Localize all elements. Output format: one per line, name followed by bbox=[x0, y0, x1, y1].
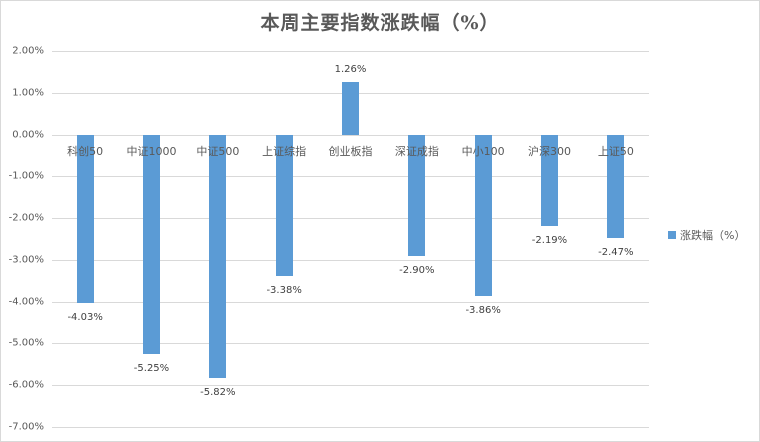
gridline bbox=[52, 260, 649, 261]
data-label: 1.26% bbox=[334, 63, 367, 75]
category-label: 创业板指 bbox=[328, 145, 373, 158]
data-label: -3.38% bbox=[266, 284, 302, 296]
y-tick-label: 0.00% bbox=[12, 129, 44, 141]
data-label: -2.47% bbox=[598, 246, 634, 258]
y-tick-label: -7.00% bbox=[8, 421, 44, 433]
y-tick-label: -2.00% bbox=[8, 212, 44, 224]
y-tick-label: -3.00% bbox=[8, 254, 44, 266]
gridline bbox=[52, 343, 649, 344]
gridline bbox=[52, 135, 649, 136]
bar[interactable] bbox=[541, 134, 558, 227]
gridline bbox=[52, 218, 649, 219]
data-label: -2.90% bbox=[399, 264, 435, 276]
y-tick-label: -4.00% bbox=[8, 296, 44, 308]
category-label: 沪深300 bbox=[528, 145, 571, 158]
data-label: -5.25% bbox=[133, 362, 170, 374]
y-tick-label: 2.00% bbox=[12, 45, 44, 57]
data-label: -3.86% bbox=[465, 304, 501, 316]
gridline bbox=[52, 51, 649, 52]
legend-swatch bbox=[668, 231, 676, 239]
data-label: -4.03% bbox=[67, 311, 103, 323]
category-label: 中小100 bbox=[461, 145, 505, 158]
category-label: 科创50 bbox=[67, 145, 104, 158]
gridline bbox=[52, 385, 649, 386]
bar[interactable] bbox=[607, 134, 625, 238]
legend: 涨跌幅（%） bbox=[668, 227, 745, 243]
category-label: 深证成指 bbox=[394, 145, 439, 158]
category-label: 中证1000 bbox=[126, 145, 177, 158]
y-tick-label: -1.00% bbox=[8, 170, 44, 182]
chart-title: 本周主要指数涨跌幅（%） bbox=[260, 12, 500, 34]
bar[interactable] bbox=[275, 134, 293, 276]
bar[interactable] bbox=[76, 134, 94, 303]
category-label: 上证综指 bbox=[262, 145, 307, 158]
gridline bbox=[52, 302, 649, 303]
data-label: -5.82% bbox=[200, 386, 236, 398]
y-tick-label: -5.00% bbox=[8, 337, 44, 349]
gridline bbox=[52, 176, 649, 177]
y-tick-label: -6.00% bbox=[8, 379, 44, 391]
bar[interactable] bbox=[209, 134, 227, 378]
data-label: -2.19% bbox=[531, 235, 568, 247]
bar[interactable] bbox=[408, 134, 426, 256]
bar[interactable] bbox=[342, 81, 359, 135]
bar[interactable] bbox=[143, 134, 160, 354]
legend-label: 涨跌幅（%） bbox=[680, 229, 746, 242]
bar[interactable] bbox=[474, 134, 492, 296]
category-label: 中证500 bbox=[196, 145, 240, 158]
y-tick-label: 1.00% bbox=[12, 87, 44, 99]
gridline bbox=[52, 427, 649, 428]
category-label: 上证50 bbox=[597, 145, 634, 158]
